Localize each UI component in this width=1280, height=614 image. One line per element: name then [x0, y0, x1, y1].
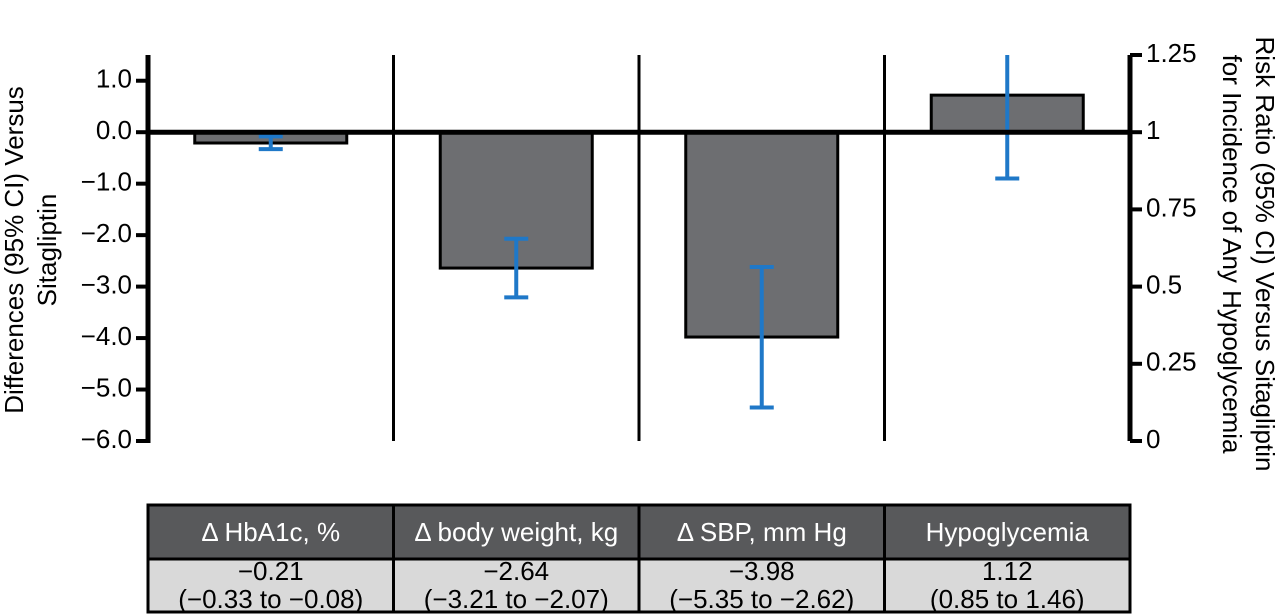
value-label: −0.21	[238, 556, 304, 586]
y-axis-title: Sitagliptin	[32, 194, 62, 307]
table-header-cell	[146, 503, 395, 561]
error-bar	[995, 55, 1020, 181]
value-label: −2.64	[483, 556, 549, 586]
y2-tick-label: 1	[1146, 115, 1160, 145]
y-tick-label: 0.0	[96, 115, 132, 145]
table-header: Hypoglycemia	[926, 517, 1090, 547]
y-axis-title: Differences (95% CI) Versus	[0, 86, 29, 414]
y2-tick-label: 0.75	[1146, 192, 1197, 222]
y2-axis-title: for Incidence of Any Hypoglycemia	[1217, 55, 1247, 454]
table-cell	[883, 557, 1132, 614]
y-tick-label: −4.0	[81, 321, 132, 351]
table-cell	[637, 557, 886, 614]
ci-label: (−3.21 to −2.07)	[424, 584, 609, 614]
y2-tick-label: 1.25	[1146, 38, 1197, 68]
y-tick-label: −3.0	[81, 269, 132, 299]
y2-tick-label: 0	[1146, 424, 1160, 454]
y-tick-label: 1.0	[96, 64, 132, 94]
table-header-cell	[392, 503, 641, 561]
y2-tick-label: 0.5	[1146, 269, 1182, 299]
y-tick-label: −6.0	[81, 424, 132, 454]
table-header: Δ HbA1c, %	[201, 517, 340, 547]
value-label: −3.98	[729, 556, 795, 586]
y-tick-label: −1.0	[81, 167, 132, 197]
error-bar	[749, 265, 774, 410]
table-header: Δ body weight, kg	[414, 517, 618, 547]
y2-axis-title: Risk Ratio (95% CI) Versus Sitagliptin	[1250, 37, 1280, 472]
value-label: 1.12	[982, 556, 1033, 586]
plot-area	[193, 55, 1085, 410]
y-tick-label: −2.0	[81, 218, 132, 248]
y2-tick-label: 0.25	[1146, 347, 1197, 377]
table-header: Δ SBP, mm Hg	[677, 517, 847, 547]
table-header-cell	[637, 503, 886, 561]
y-tick-label: −5.0	[81, 372, 132, 402]
ci-label: (−0.33 to −0.08)	[178, 584, 363, 614]
error-bar	[504, 236, 529, 300]
error-bar	[258, 134, 283, 152]
table-cell	[392, 557, 641, 614]
ci-label: (−5.35 to −2.62)	[669, 584, 854, 614]
ci-label: (0.85 to 1.46)	[930, 584, 1085, 614]
